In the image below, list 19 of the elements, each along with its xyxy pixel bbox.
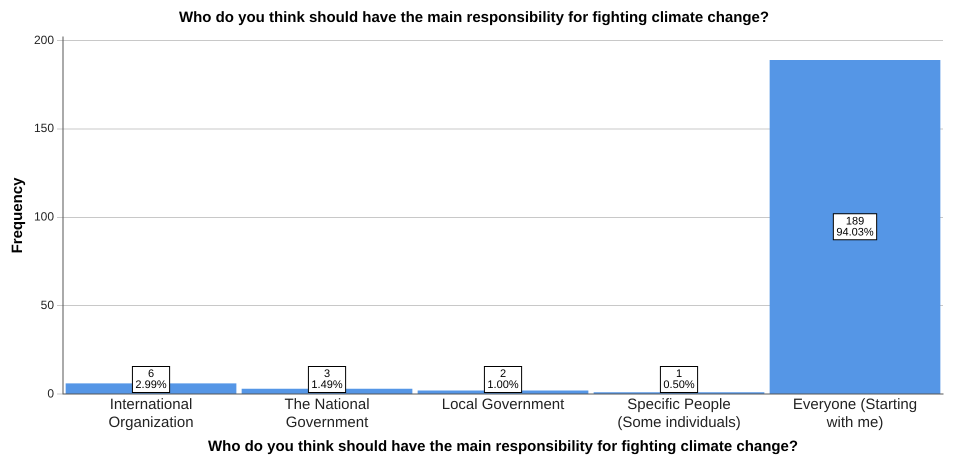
data-label: 1 0.50% bbox=[663, 368, 695, 392]
y-tick-label: 0 bbox=[47, 386, 54, 400]
x-tick-label: Local Government bbox=[442, 396, 566, 414]
x-axis-title: Who do you think should have the main responsibility for fighting climate change? bbox=[208, 438, 798, 456]
y-tick-label: 200 bbox=[34, 32, 54, 47]
bar bbox=[770, 60, 940, 394]
data-label: 3 1.49% bbox=[311, 368, 343, 392]
y-tick-label: 100 bbox=[34, 210, 54, 224]
chart-title: Who do you think should have the main responsibility for fighting climate change? bbox=[178, 9, 770, 26]
y-axis-title: Frequency bbox=[9, 176, 26, 254]
y-tick-label: 150 bbox=[34, 121, 54, 136]
data-label: 189 94.03% bbox=[836, 215, 874, 238]
x-tick-label: The National Government bbox=[284, 396, 370, 432]
x-tick-label: Specific People (Some individuals) bbox=[617, 396, 741, 432]
y-tick-label: 50 bbox=[40, 298, 54, 312]
x-tick-label: Everyone (Starting with me) bbox=[792, 396, 918, 432]
data-label: 6 2.99% bbox=[135, 368, 167, 392]
data-label: 2 1.00% bbox=[487, 368, 519, 392]
x-tick-label: International Organization bbox=[108, 396, 194, 432]
